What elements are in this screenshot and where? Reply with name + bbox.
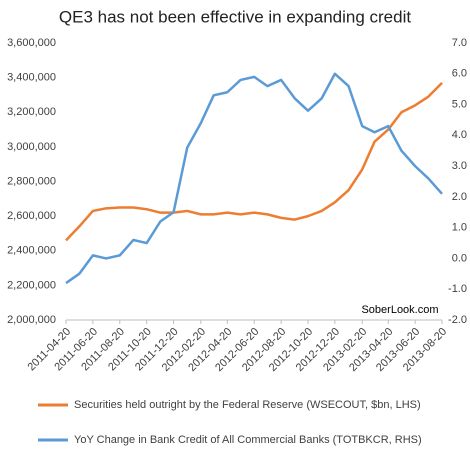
y-tick-label: 2,000,000 [7, 314, 56, 326]
y2-tick-label: 5.0 [452, 98, 467, 110]
annotation: SoberLook.com [361, 304, 438, 316]
y-tick-label: 3,400,000 [7, 72, 56, 84]
y-tick-label: 2,200,000 [7, 279, 56, 291]
series-line [65, 81, 443, 242]
y-tick-label: 3,000,000 [7, 141, 56, 153]
y-tick-label: 2,400,000 [7, 245, 56, 257]
y2-tick-label: 0.0 [452, 252, 467, 264]
y2-tick-label: -2.0 [448, 314, 467, 326]
y-tick-label: 2,800,000 [7, 175, 56, 187]
legend-label: YoY Change in Bank Credit of All Commerc… [74, 434, 422, 446]
series-line [65, 72, 443, 285]
y-tick-label: 3,200,000 [7, 106, 56, 118]
legend-label: Securities held outright by the Federal … [74, 399, 421, 411]
y2-tick-label: 4.0 [452, 129, 467, 141]
y-tick-label: 2,600,000 [7, 210, 56, 222]
y-tick-label: 3,600,000 [7, 37, 56, 49]
y2-tick-label: 7.0 [452, 37, 467, 49]
y2-tick-label: -1.0 [448, 283, 467, 295]
y2-tick-label: 6.0 [452, 68, 467, 80]
y2-tick-label: 3.0 [452, 160, 467, 172]
y2-tick-label: 2.0 [452, 191, 467, 203]
y2-tick-label: 1.0 [452, 222, 467, 234]
chart-title: QE3 has not been effective in expanding … [59, 7, 411, 26]
